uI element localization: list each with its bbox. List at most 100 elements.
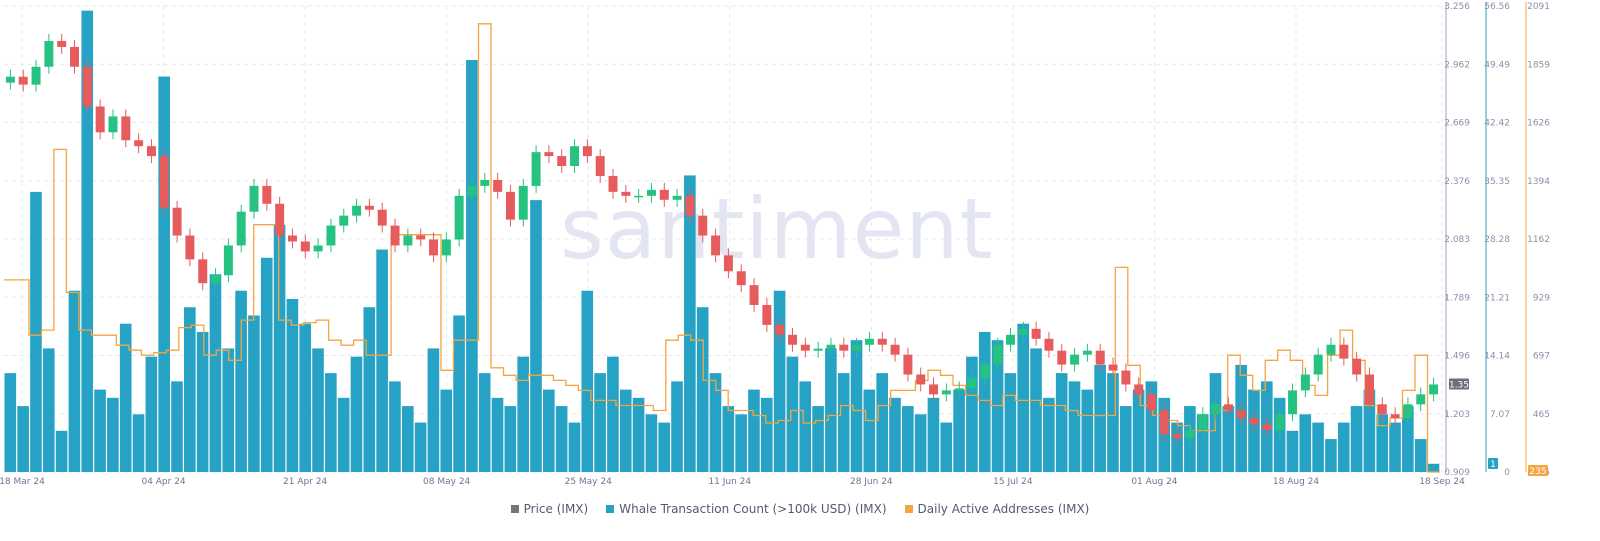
whale-tick-label: 49.49 <box>1484 60 1510 70</box>
whale-bar <box>1017 323 1030 472</box>
whale-bar <box>1325 439 1337 472</box>
candle-body <box>1018 328 1028 335</box>
whale-bar <box>850 340 863 472</box>
whale-bar <box>453 315 465 472</box>
legend: Price (IMX) Whale Transaction Count (>10… <box>0 502 1600 516</box>
whale-bar <box>1196 414 1209 472</box>
candle-body <box>1313 354 1323 375</box>
candle-body <box>429 239 439 256</box>
whale-bar <box>530 200 542 472</box>
whale-bar <box>30 191 42 473</box>
candle-body <box>57 40 67 47</box>
daa-tick-label: 1626 <box>1527 119 1550 129</box>
whale-bar <box>1286 430 1299 472</box>
x-tick-label: 11 Jun 24 <box>708 477 751 487</box>
candle-body <box>313 245 323 252</box>
whale-bar <box>966 356 978 472</box>
candle-body <box>646 189 656 196</box>
whale-bar <box>645 414 658 472</box>
whale-bar <box>389 381 401 472</box>
whale-bar <box>876 373 888 472</box>
candle-body <box>1288 390 1298 415</box>
candle-body <box>1031 328 1041 339</box>
whale-bar <box>748 389 760 472</box>
candle-body <box>287 235 297 242</box>
whale-bar <box>55 430 68 472</box>
whale-bar <box>1427 463 1440 472</box>
legend-label-daa: Daily Active Addresses (IMX) <box>917 502 1090 516</box>
candle-body <box>595 156 605 176</box>
candle-body <box>582 146 592 157</box>
whale-bar <box>1094 364 1106 472</box>
legend-item-daa[interactable]: Daily Active Addresses (IMX) <box>904 502 1090 516</box>
whale-bar <box>632 397 645 472</box>
candle-body <box>441 239 451 256</box>
candle-body <box>775 324 785 335</box>
x-tick-label: 18 Mar 24 <box>0 477 45 487</box>
price-candles <box>5 33 1439 445</box>
x-tick-label: 18 Sep 24 <box>1419 477 1465 487</box>
whale-bar <box>376 249 388 472</box>
whale-bar <box>273 224 286 472</box>
whale-bar <box>68 290 81 472</box>
candle-body <box>723 255 733 272</box>
candle-body <box>1211 404 1221 415</box>
candle-body <box>1403 404 1413 419</box>
candle-body <box>929 384 939 395</box>
candle-body <box>621 191 631 196</box>
x-tick-label: 25 May 24 <box>565 477 613 487</box>
candle-body <box>890 344 900 355</box>
price-tick-label: 3.256 <box>1444 2 1470 12</box>
whale-bar <box>196 331 209 472</box>
candle-body <box>788 334 798 345</box>
candle-body <box>1108 364 1118 371</box>
candle-body <box>198 259 208 284</box>
candle-body <box>1185 430 1195 439</box>
whale-bar <box>222 348 235 472</box>
candle-body <box>1326 344 1336 355</box>
candle-body <box>1057 350 1067 365</box>
whale-bar <box>607 356 619 472</box>
whale-bar <box>414 422 427 472</box>
candle-body <box>1339 344 1349 359</box>
whale-bar <box>466 60 478 472</box>
candle-body <box>1352 358 1362 375</box>
whale-bar <box>1171 422 1183 472</box>
candle-body <box>903 354 913 375</box>
whale-bar <box>517 356 529 472</box>
x-axis: 18 Mar 24 04 Apr 24 21 Apr 24 08 May 24 25 M… <box>0 477 1465 487</box>
candle-body <box>659 189 669 200</box>
whale-bar <box>1068 381 1081 472</box>
candle-body <box>864 338 874 345</box>
whale-bar <box>1363 389 1376 472</box>
price-tick-label: 2.083 <box>1444 235 1470 245</box>
candle-body <box>634 195 644 198</box>
candle-body <box>1364 374 1374 405</box>
candle-body <box>941 390 951 395</box>
whale-bar <box>953 389 965 472</box>
whale-bar <box>119 323 132 472</box>
candle-body <box>1070 354 1080 365</box>
daa-axis: 2091 1859 1626 1394 1162 929 697 465 235 <box>1525 2 1550 478</box>
legend-item-price[interactable]: Price (IMX) <box>510 502 589 516</box>
candle-body <box>1044 338 1054 351</box>
candle-body <box>1121 370 1131 385</box>
candle-body <box>736 271 746 286</box>
candle-body <box>993 344 1003 365</box>
candle-body <box>813 348 823 351</box>
candle-body <box>544 152 554 157</box>
whale-bar <box>1043 397 1055 472</box>
whale-bar <box>1402 406 1414 472</box>
price-swatch <box>510 505 519 513</box>
whale-bar <box>1145 381 1158 472</box>
legend-label-price: Price (IMX) <box>523 502 589 516</box>
whale-bar <box>671 381 683 472</box>
candle-body <box>1416 394 1426 405</box>
whale-badge <box>1488 458 1498 469</box>
candle-body <box>82 66 92 107</box>
whale-swatch <box>606 505 615 513</box>
candle-body <box>159 156 169 208</box>
legend-item-whale[interactable]: Whale Transaction Count (>100k USD) (IMX… <box>606 502 887 516</box>
candle-body <box>249 185 259 212</box>
whale-tick-label: 28.28 <box>1484 235 1510 245</box>
